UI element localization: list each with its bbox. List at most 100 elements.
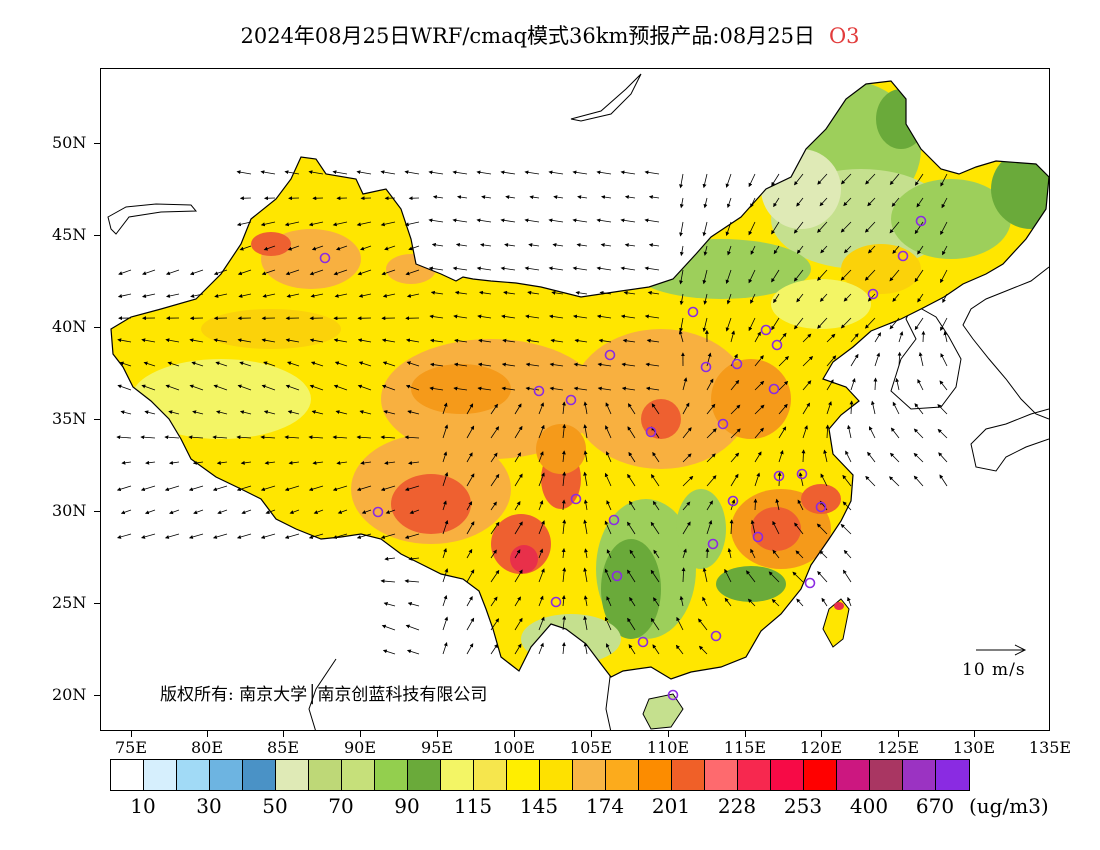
wind-vector (332, 533, 348, 539)
wind-vector (682, 427, 692, 439)
map-canvas[interactable] (100, 68, 1050, 731)
wind-vector (730, 428, 741, 439)
wind-vector (477, 386, 492, 391)
wind-vector (865, 173, 876, 185)
wind-vector (167, 361, 180, 367)
wind-vector (840, 221, 852, 233)
wind-vector (914, 269, 924, 283)
station-marker (897, 250, 909, 262)
wind-vector (120, 509, 132, 515)
wind-vector (599, 290, 612, 295)
colorbar-swatch (639, 760, 672, 790)
wind-vector (583, 450, 588, 463)
wind-vector (261, 384, 276, 391)
wind-vector (263, 410, 276, 415)
wind-vector (746, 570, 756, 583)
lon-tick (437, 731, 438, 737)
colorbar-swatch (606, 760, 639, 790)
station-marker (760, 324, 772, 336)
wind-vector (644, 170, 660, 175)
wind-vector (653, 549, 660, 559)
wind-vector (778, 380, 789, 391)
colorbar-label: 174 (585, 794, 625, 818)
wind-vector (382, 293, 396, 298)
station-marker (604, 349, 616, 361)
wind-vector (826, 355, 837, 367)
station-marker (611, 570, 623, 582)
wind-vector (889, 476, 900, 487)
wind-vector (703, 245, 708, 256)
wind-vector (381, 624, 396, 631)
wind-vector (490, 569, 500, 583)
wind-vector (771, 173, 780, 187)
wind-vector (239, 245, 252, 251)
colorbar-swatch (375, 760, 408, 790)
wind-vector (238, 293, 252, 298)
wind-vector (442, 616, 449, 631)
wind-vector (287, 361, 300, 367)
colorbar-swatch (210, 760, 243, 790)
wind-vector (466, 403, 474, 415)
lon-label-120e: 120E (799, 738, 843, 757)
wind-vector (817, 269, 828, 281)
wind-vector (867, 451, 876, 463)
wind-vector (164, 435, 180, 440)
wind-vector (118, 269, 132, 276)
wind-vector (940, 317, 948, 332)
wind-vector (772, 520, 780, 535)
wind-vector (406, 338, 420, 343)
wind-vector (702, 173, 708, 189)
wind-vector (466, 501, 473, 511)
wind-vector (913, 428, 924, 439)
wind-vector (332, 435, 348, 440)
wind-vector (802, 333, 812, 343)
wind-vector (466, 617, 475, 631)
wind-vector (262, 293, 276, 298)
wind-vector (407, 410, 420, 415)
wind-vector (605, 643, 612, 655)
wind-vector (918, 352, 924, 367)
lon-tick (898, 731, 899, 737)
wind-vector (682, 453, 692, 463)
wind-vector (490, 549, 497, 559)
wind-vector (730, 379, 740, 391)
wind-vector (940, 221, 948, 236)
station-marker (319, 252, 331, 264)
wind-vector (452, 218, 468, 223)
wind-vector (549, 386, 564, 391)
wind-vector (286, 293, 300, 298)
lon-tick (974, 731, 975, 737)
wind-vector (382, 649, 396, 655)
wind-vector (850, 333, 859, 343)
wind-vector (514, 549, 521, 559)
wind-vector (793, 221, 804, 234)
wind-vector (892, 245, 900, 254)
wind-vector (538, 642, 544, 655)
wind-vector (867, 197, 876, 207)
wind-vector (408, 460, 420, 465)
wind-vector (524, 218, 540, 223)
wind-scale-label: 10 m/s (962, 660, 1026, 680)
wind-vector (453, 314, 468, 319)
wind-vector (429, 314, 444, 319)
wind-vector (725, 221, 732, 236)
wind-vector (679, 293, 684, 306)
wind-vector (652, 451, 660, 463)
wind-vector (466, 548, 473, 559)
concentration-map-svg (107, 73, 1049, 730)
lat-tick (94, 327, 100, 328)
wind-vector (819, 293, 828, 302)
wind-vector (575, 290, 588, 295)
wind-vector (236, 533, 252, 539)
colorbar-swatch (771, 760, 804, 790)
wind-vector (333, 338, 348, 343)
lon-label-130e: 130E (952, 738, 996, 757)
colorbar-swatch (837, 760, 870, 790)
wind-vector (652, 644, 660, 655)
wind-vector (940, 353, 948, 367)
wind-vector (334, 361, 348, 367)
station-marker (796, 468, 808, 480)
wind-vector (529, 195, 540, 200)
wind-vector (703, 197, 708, 209)
wind-vector (360, 460, 372, 465)
